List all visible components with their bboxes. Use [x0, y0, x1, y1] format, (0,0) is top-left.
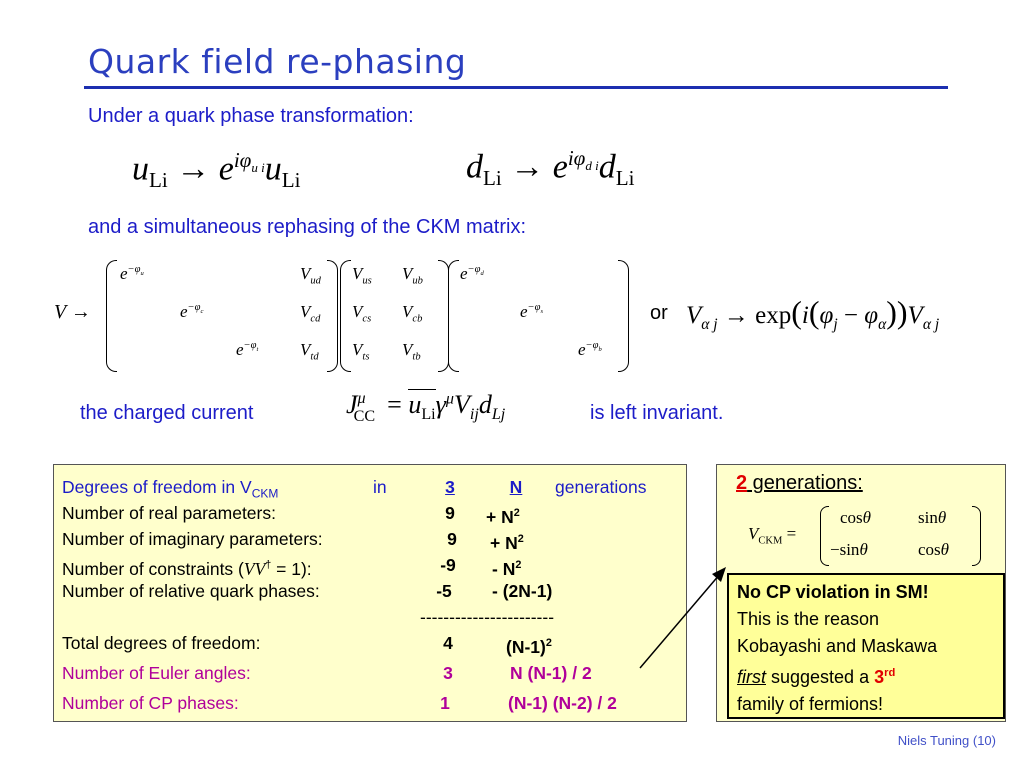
dof-header-n: N	[509, 477, 523, 497]
dof-header-in: in	[373, 477, 387, 497]
dof-row-label: Number of imaginary parameters:	[62, 529, 323, 549]
or-text: or	[650, 302, 668, 324]
dof-row-v3: -9	[440, 555, 456, 575]
dof-separator: -----------------------	[420, 607, 555, 627]
ckm-rephasing-equation: V → e−φu e−φc e−φt Vud Vus Vub Vcd Vcs V…	[54, 256, 634, 374]
dof-total-v3: 4	[443, 633, 453, 653]
equation-v-rephase: Vα j → exp(i(φj − φα))Vα j	[686, 294, 940, 333]
no-cp-line1: No CP violation in SM!	[737, 582, 929, 602]
dof-total-vn: (N-1)2	[506, 636, 552, 657]
dof-row-vn: + N2	[490, 532, 524, 553]
no-cp-line4: first suggested a 3rd	[737, 667, 896, 687]
dof-row-vn: + N2	[486, 506, 520, 527]
charged-current-text: the charged current	[80, 402, 254, 424]
equation-d-transform: dLi → eiφd idLi	[466, 146, 635, 191]
footer-credit: Niels Tuning (10)	[897, 733, 996, 748]
dof-row-label: Number of constraints (VV† = 1):	[62, 558, 312, 579]
dof-row-v3: 9	[445, 503, 455, 523]
dof-total-label: Total degrees of freedom:	[62, 633, 261, 653]
dof-row-label: Number of relative quark phases:	[62, 581, 320, 601]
rephasing-text: and a simultaneous rephasing of the CKM …	[88, 216, 526, 238]
equation-u-transform: uLi → eiφu iuLi	[132, 148, 301, 193]
dof-cp-v3: 1	[440, 693, 450, 713]
arrow-to-note	[639, 567, 726, 669]
intro-text: Under a quark phase transformation:	[88, 105, 414, 127]
no-cp-line2: This is the reason	[737, 609, 880, 629]
two-gen-matrix: VCKM = cosθ sinθ −sinθ cosθ	[746, 504, 986, 566]
no-cp-line3: Kobayashi and Maskawa	[737, 636, 938, 656]
title-underline	[84, 86, 948, 89]
dof-row-vn: - (2N-1)	[492, 581, 553, 601]
dof-header-generations: generations	[555, 477, 647, 497]
dof-header: Degrees of freedom in VCKM	[62, 477, 279, 501]
dof-row-label: Number of real parameters:	[62, 503, 276, 523]
dof-table-box	[53, 464, 687, 722]
dof-cp-vn: (N-1) (N-2) / 2	[508, 693, 617, 713]
dof-header-3: 3	[445, 477, 455, 497]
dof-row-v3: -5	[436, 581, 452, 601]
dof-row-vn: - N2	[492, 558, 522, 579]
dof-euler-vn: N (N-1) / 2	[510, 663, 592, 683]
page-title: Quark field re-phasing	[88, 42, 467, 81]
no-cp-line5: family of fermions!	[737, 694, 884, 714]
equation-current: JμCC = uLiγμVijdLj	[346, 389, 506, 425]
dof-euler-label: Number of Euler angles:	[62, 663, 251, 683]
dof-cp-label: Number of CP phases:	[62, 693, 239, 713]
two-generations-heading: 2 generations:	[736, 472, 863, 494]
no-cp-note: No CP violation in SM! This is the reaso…	[727, 573, 1005, 719]
dof-euler-v3: 3	[443, 663, 453, 683]
invariant-text: is left invariant.	[590, 402, 724, 424]
dof-row-v3: 9	[447, 529, 457, 549]
